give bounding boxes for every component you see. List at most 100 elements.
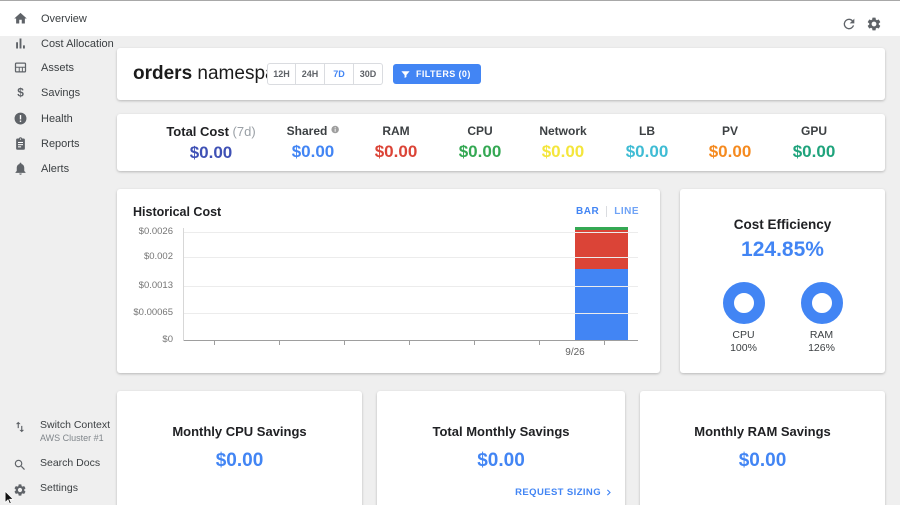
- stat-label: PV: [721, 124, 739, 138]
- request-sizing-link[interactable]: REQUEST SIZING: [515, 487, 613, 498]
- svg-text:$: $: [17, 85, 24, 99]
- x-axis-tick: [409, 341, 410, 345]
- search-docs-label: Search Docs: [40, 457, 101, 469]
- ram-donut: RAM 126%: [790, 282, 854, 354]
- dollar-icon: $: [17, 85, 24, 99]
- stat-label: GPU: [800, 124, 828, 138]
- chart-title: Historical Cost: [133, 205, 222, 219]
- sidebar-item-reports[interactable]: Reports: [0, 131, 108, 156]
- monthly-cpu-savings-card: Monthly CPU Savings $0.00: [117, 391, 362, 505]
- stat-gpu: GPU $0.00: [793, 114, 836, 171]
- total-monthly-savings-card: Total Monthly Savings $0.00 REQUEST SIZI…: [377, 391, 625, 505]
- sidebar-item-assets[interactable]: Assets: [0, 55, 108, 80]
- chart-type-toggle: BAR LINE: [569, 206, 646, 217]
- grid-icon: [14, 62, 27, 73]
- range-button-12h[interactable]: 12H: [267, 63, 296, 85]
- sidebar: Overview Cost Allocation Assets $ Saving…: [0, 1, 114, 505]
- sidebar-item-cost-allocation[interactable]: Cost Allocation: [0, 31, 114, 56]
- stat-label: Network: [539, 124, 587, 138]
- search-icon: [14, 459, 25, 470]
- sidebar-item-switch-context[interactable]: Switch Context AWS Cluster #1: [0, 419, 111, 443]
- toggle-divider: [606, 206, 608, 217]
- sidebar-item-label: Alerts: [41, 162, 70, 175]
- stat-value: $0.00: [458, 142, 502, 161]
- efficiency-title: Cost Efficiency: [733, 217, 832, 232]
- y-axis-tick: $0.002: [143, 250, 173, 262]
- gear-icon[interactable]: [866, 16, 882, 32]
- bar-stack[interactable]: [575, 226, 628, 340]
- time-range-group: 12H 24H 7D 30D: [267, 63, 383, 85]
- sidebar-item-search-docs[interactable]: Search Docs: [0, 457, 108, 472]
- chevron-right-icon: [606, 489, 611, 496]
- range-button-7d[interactable]: 7D: [325, 63, 354, 85]
- ram-donut-ring: [800, 282, 843, 324]
- stat-suffix: (7d): [232, 124, 256, 139]
- gridline: [184, 313, 638, 314]
- sidebar-item-settings[interactable]: Settings: [0, 482, 108, 497]
- stat-cpu: CPU $0.00: [459, 114, 502, 171]
- info-icon[interactable]: [330, 125, 339, 134]
- stat-label: Shared: [286, 124, 328, 138]
- cpu-donut: CPU 100%: [712, 282, 776, 354]
- sidebar-item-savings[interactable]: $ Savings: [0, 80, 108, 105]
- sidebar-item-label: Cost Allocation: [41, 37, 114, 50]
- request-sizing-label: REQUEST SIZING: [515, 487, 601, 498]
- bar-segment-green[interactable]: [575, 226, 628, 230]
- x-axis-tick: [279, 341, 280, 345]
- savings-title: Monthly RAM Savings: [694, 424, 831, 439]
- sidebar-item-label: Health: [41, 112, 73, 125]
- stat-label: LB: [638, 124, 655, 138]
- savings-value: $0.00: [215, 450, 264, 471]
- refresh-icon[interactable]: [841, 16, 857, 32]
- savings-title: Monthly CPU Savings: [172, 424, 307, 439]
- top-bar: [0, 1, 900, 36]
- swap-vertical-icon: [15, 421, 25, 433]
- donut-value: 100%: [730, 342, 757, 354]
- cluster-name: AWS Cluster #1: [40, 433, 104, 443]
- savings-value: $0.00: [738, 450, 787, 471]
- y-axis-tick: $0.00065: [133, 307, 173, 318]
- gear-icon: [14, 484, 26, 496]
- savings-value: $0.00: [477, 450, 525, 471]
- stat-value: $0.00: [189, 143, 233, 162]
- stat-ram: RAM $0.00: [375, 114, 418, 171]
- stat-shared: Shared $0.00: [287, 114, 340, 171]
- range-button-30d[interactable]: 30D: [354, 63, 383, 85]
- efficiency-value: 124.85%: [741, 238, 824, 261]
- line-toggle[interactable]: LINE: [614, 206, 639, 217]
- x-axis-tick: [344, 341, 345, 345]
- stat-value: $0.00: [625, 142, 669, 161]
- clipboard-icon: [16, 137, 25, 150]
- chart-yaxis: $0 $0.00065 $0.0013 $0.002 $0.0026: [117, 226, 177, 345]
- filter-icon: [401, 70, 410, 78]
- settings-label: Settings: [40, 482, 78, 494]
- chart-plot: [183, 226, 638, 345]
- home-icon: [14, 12, 27, 24]
- bar-segment-red[interactable]: [575, 229, 628, 270]
- gridline: [184, 232, 638, 233]
- cost-efficiency-card: Cost Efficiency 124.85% CPU 100% RAM 126…: [680, 189, 885, 373]
- bar-segment-blue[interactable]: [575, 269, 628, 340]
- switch-context-label: Switch Context: [40, 419, 111, 431]
- x-axis-tick: [214, 341, 215, 345]
- range-button-24h[interactable]: 24H: [296, 63, 325, 85]
- sidebar-item-health[interactable]: Health: [0, 106, 108, 131]
- stat-label: RAM: [382, 124, 410, 138]
- x-axis-tick: [539, 341, 540, 345]
- stat-value: $0.00: [541, 142, 585, 161]
- gridline: [184, 286, 638, 287]
- monthly-ram-savings-card: Monthly RAM Savings $0.00: [640, 391, 885, 505]
- filters-button-label: FILTERS (0): [416, 69, 471, 79]
- filters-button[interactable]: FILTERS (0): [393, 64, 481, 84]
- y-axis-tick: $0.0026: [138, 226, 173, 237]
- sidebar-item-alerts[interactable]: Alerts: [0, 156, 108, 181]
- cost-summary-card: Total Cost (7d) $0.00 Shared $0.00 RAM $…: [117, 114, 885, 171]
- bell-icon: [15, 162, 26, 175]
- namespace-name: orders: [133, 63, 193, 84]
- bar-toggle[interactable]: BAR: [576, 206, 600, 217]
- sidebar-item-overview[interactable]: Overview: [0, 6, 108, 31]
- donut-label: RAM: [809, 329, 834, 341]
- savings-title: Total Monthly Savings: [432, 424, 570, 439]
- sidebar-item-label: Savings: [41, 86, 81, 99]
